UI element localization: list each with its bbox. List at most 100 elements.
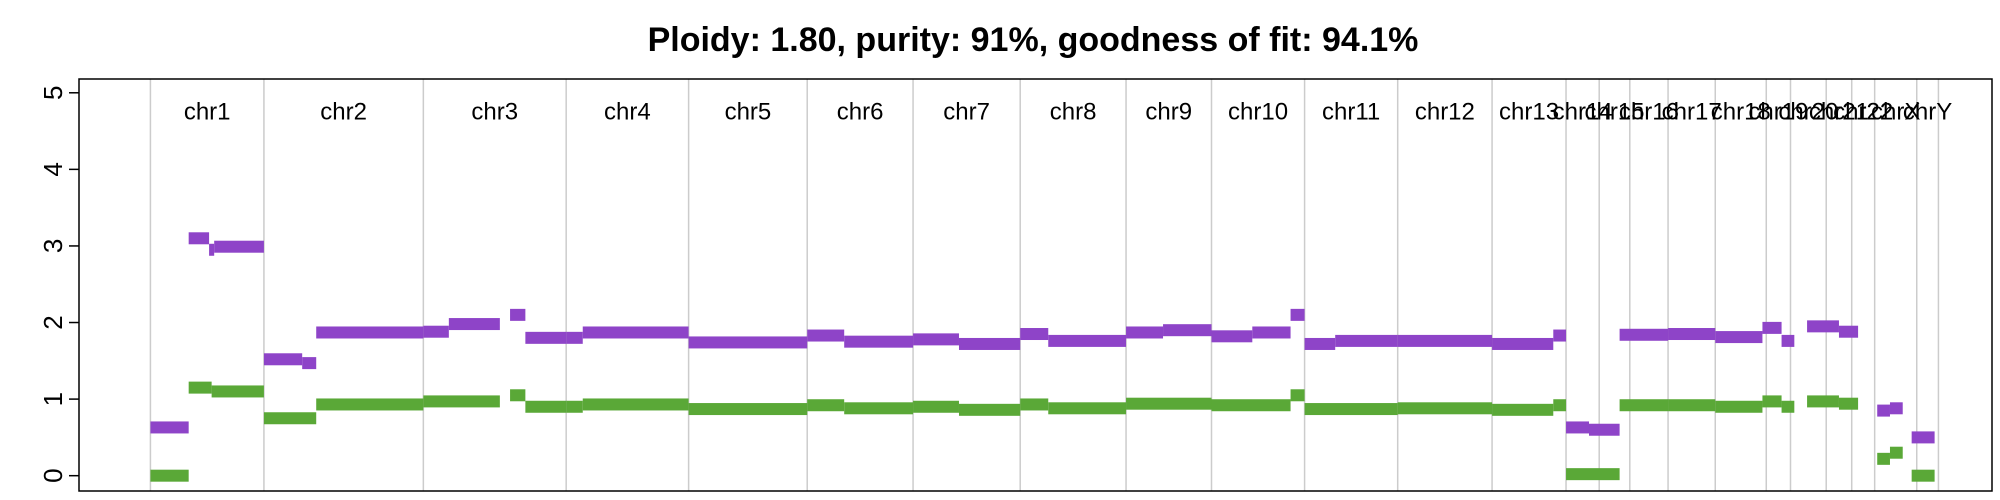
segment [913, 400, 959, 413]
segment [1715, 331, 1763, 344]
segment [150, 469, 189, 482]
chromosome-label: chr15 [1584, 98, 1644, 125]
segment [1211, 399, 1291, 412]
chromosome-label: chr11 [1322, 98, 1380, 125]
segment [1889, 446, 1903, 459]
segment [1290, 308, 1305, 321]
chromosome-label: chr20 [1778, 98, 1838, 125]
segment [1304, 337, 1336, 350]
segment [1668, 399, 1716, 412]
segment [510, 389, 526, 402]
segment [1877, 404, 1890, 417]
segment [1553, 329, 1567, 342]
segment [1619, 328, 1669, 341]
segment [302, 357, 317, 370]
segment [211, 385, 264, 398]
chromosome-label: chr12 [1415, 98, 1475, 125]
y-tick-label: 1 [38, 392, 68, 406]
segment [1553, 399, 1567, 412]
segment [1838, 325, 1859, 338]
segment [844, 402, 914, 415]
segment [316, 398, 424, 411]
segment [1762, 395, 1782, 408]
segment [958, 403, 1021, 416]
segment [913, 333, 959, 346]
segment [448, 318, 500, 331]
segment [1397, 334, 1493, 347]
chromosome-label: chr16 [1619, 98, 1679, 125]
segment [1762, 321, 1782, 334]
segment [1397, 402, 1493, 415]
segment [1335, 334, 1398, 347]
segment [1877, 452, 1890, 465]
chromosome-label: chr13 [1499, 98, 1559, 125]
segment [1126, 326, 1164, 339]
segment [807, 399, 845, 412]
segment [1304, 403, 1398, 416]
segment [1781, 334, 1795, 347]
chromosome-label: chr14 [1553, 98, 1613, 125]
segment [1838, 397, 1859, 410]
segment [1619, 399, 1669, 412]
segment [1807, 395, 1839, 408]
segment [582, 326, 689, 339]
segment [525, 400, 567, 413]
segment [1492, 337, 1554, 350]
segment [1781, 400, 1795, 413]
plot-frame [78, 78, 1993, 492]
segment [1588, 423, 1620, 436]
chromosome-label: chr6 [837, 98, 884, 125]
chromosome-label: chr19 [1748, 98, 1808, 125]
segment [1020, 398, 1049, 411]
segment [1566, 468, 1620, 481]
segment [1668, 328, 1716, 341]
segment [566, 400, 583, 413]
segment [1911, 469, 1935, 482]
segment [688, 403, 808, 416]
segment [150, 421, 189, 434]
chromosome-label: chrY [1903, 98, 1952, 125]
chromosome-label: chr18 [1711, 98, 1771, 125]
chromosome-label: chr4 [604, 98, 651, 125]
y-tick-label: 0 [38, 468, 68, 482]
y-tick-label: 5 [38, 86, 68, 100]
segment [423, 325, 449, 338]
y-tick-label: 3 [38, 239, 68, 253]
segment [1020, 328, 1049, 341]
chart-title: Ploidy: 1.80, purity: 91%, goodness of f… [648, 21, 1419, 59]
segment [582, 398, 689, 411]
chromosome-label: chr9 [1145, 98, 1192, 125]
chromosome-label: chr1 [184, 98, 231, 125]
segment [566, 331, 583, 344]
segment [1163, 324, 1212, 337]
segment [1048, 334, 1127, 347]
chromosome-label: chr5 [725, 98, 772, 125]
segment [1252, 326, 1291, 339]
segment [214, 240, 264, 253]
segment [1126, 397, 1212, 410]
segment [1048, 402, 1127, 415]
segment [688, 336, 808, 349]
segment [525, 331, 567, 344]
segment [1492, 403, 1554, 416]
segment [1566, 421, 1589, 434]
segment [958, 337, 1021, 350]
segment [1889, 402, 1903, 415]
chromosome-label: chr8 [1050, 98, 1097, 125]
segment [1715, 400, 1763, 413]
chromosome-label: chr3 [471, 98, 518, 125]
chromosome-label: chr2 [320, 98, 367, 125]
chromosome-label: chr10 [1228, 98, 1288, 125]
segment [1290, 389, 1305, 402]
chromosome-label: chr7 [943, 98, 990, 125]
segment [263, 353, 303, 366]
segment [209, 243, 215, 256]
chromosome-label: chrX [1871, 98, 1920, 125]
segment [807, 329, 845, 342]
segment [510, 308, 526, 321]
segment [1807, 320, 1839, 333]
segment [844, 335, 914, 348]
chromosome-label: chr22 [1833, 98, 1893, 125]
